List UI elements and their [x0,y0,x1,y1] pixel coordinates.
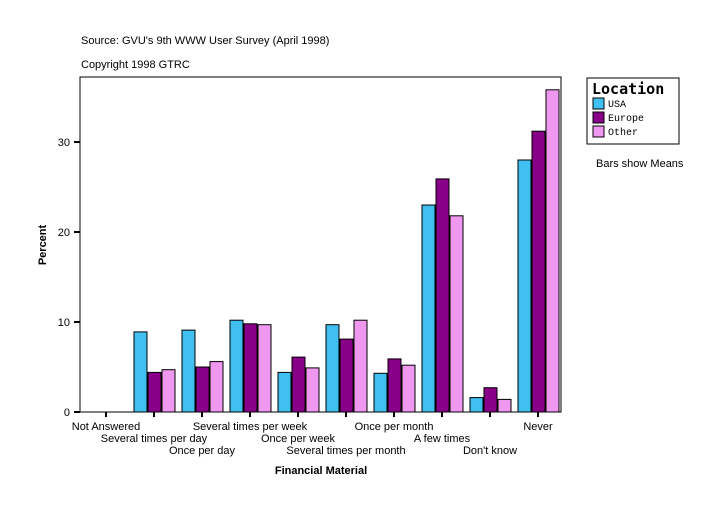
x-tick-label: Several times per week [193,421,308,433]
bar-europe [147,371,162,413]
bar-usa [469,397,484,413]
legend-swatch-other [592,125,605,138]
bar-other [449,215,464,413]
bars-note: Bars show Means [596,158,684,170]
x-tick-label: Never [523,421,553,433]
bar-europe [339,338,354,413]
bar-europe [291,356,306,413]
source-text: Source: GVU's 9th WWW User Survey (April… [81,35,329,47]
plot-frame [79,76,562,413]
y-tick-label: 30 [58,137,70,149]
copyright-text: Copyright 1998 GTRC [81,59,190,71]
x-tick-label: Not Answered [72,421,140,433]
x-tick-label: Once per day [169,445,236,457]
legend-swatch-usa [592,97,605,110]
x-axis-title: Financial Material [275,465,367,477]
legend-label: Other [608,127,638,139]
bar-usa [517,159,532,413]
bar-usa [277,371,292,413]
bar-europe [195,366,210,413]
bar-europe [435,178,450,413]
bar-europe [531,130,546,413]
bar-other [545,89,560,413]
bar-usa [133,331,148,413]
bar-europe [387,358,402,413]
bar-usa [229,319,244,413]
bar-usa [373,372,388,413]
bar-other [209,361,224,413]
bar-usa [325,324,340,413]
bar-other [257,324,272,413]
bar-europe [483,387,498,413]
legend-label: USA [608,100,626,111]
x-tick-label: Several times per day [101,433,208,445]
bar-other [161,369,176,413]
legend-title: Location [592,80,664,98]
bar-other [305,367,320,413]
x-tick-label: Don't know [463,445,517,457]
x-tick-label: A few times [414,433,471,445]
bar-other [353,319,368,413]
y-tick-label: 10 [58,317,70,329]
y-axis-title: Percent [37,224,49,265]
bar-europe [243,323,258,413]
bar-other [497,398,512,413]
y-tick-label: 0 [64,407,70,419]
legend-swatch-europe [592,111,605,124]
x-tick-label: Once per month [355,421,434,433]
legend: Location USA Europe Other [586,77,680,145]
bar-usa [181,329,196,413]
bar-other [401,364,416,413]
x-tick-label: Several times per month [286,445,405,457]
x-tick-label: Once per week [261,433,335,445]
y-tick-label: 20 [58,227,70,239]
bar-usa [421,204,436,413]
legend-label: Europe [608,114,644,125]
